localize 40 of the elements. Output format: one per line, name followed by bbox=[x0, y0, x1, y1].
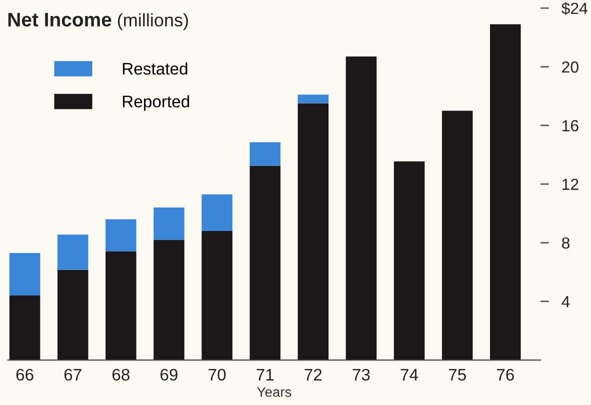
bar bbox=[57, 234, 88, 270]
x-tick-label: 74 bbox=[400, 368, 418, 380]
bar bbox=[442, 110, 473, 360]
bar bbox=[298, 94, 329, 104]
chart-title: Net Income bbox=[8, 12, 112, 27]
y-tick-label: 20 bbox=[562, 61, 578, 73]
bar bbox=[250, 142, 280, 166]
legend-label: Reported bbox=[122, 95, 190, 111]
x-tick-label: 67 bbox=[64, 368, 82, 381]
x-tick-label: 66 bbox=[16, 368, 34, 381]
bar bbox=[490, 24, 521, 360]
bar bbox=[298, 103, 329, 360]
bar bbox=[202, 231, 232, 360]
bar bbox=[57, 270, 88, 360]
bar bbox=[106, 252, 136, 360]
y-tick-label: 4 bbox=[562, 296, 570, 308]
x-axis-title: Years bbox=[257, 387, 292, 397]
bar bbox=[9, 252, 40, 296]
chart-subtitle: (millions) bbox=[118, 13, 188, 30]
bar bbox=[9, 296, 40, 360]
bar bbox=[250, 166, 280, 360]
x-tick-label: 76 bbox=[496, 368, 514, 381]
bar bbox=[154, 240, 184, 360]
y-tick-label: 12 bbox=[562, 178, 578, 190]
bar bbox=[106, 219, 136, 252]
legend-label: Restated bbox=[122, 62, 188, 75]
x-tick-label: 68 bbox=[112, 368, 130, 381]
y-tick-label: 8 bbox=[562, 237, 570, 249]
y-tick-label: 16 bbox=[562, 120, 578, 132]
bar bbox=[346, 56, 377, 360]
x-tick-label: 71 bbox=[256, 368, 274, 380]
bar bbox=[202, 194, 232, 231]
x-tick-label: 69 bbox=[160, 368, 178, 381]
x-tick-label: 72 bbox=[304, 368, 322, 380]
x-tick-label: 75 bbox=[448, 368, 466, 381]
bar bbox=[154, 208, 184, 240]
bar bbox=[394, 161, 425, 360]
x-tick-label: 73 bbox=[352, 368, 370, 381]
y-tick-label: $24 bbox=[561, 2, 588, 15]
x-tick-label: 70 bbox=[208, 368, 226, 381]
